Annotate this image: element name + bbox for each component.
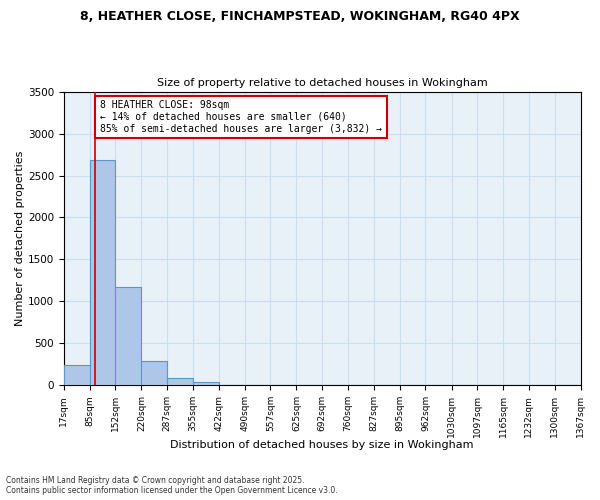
Bar — [142, 361, 167, 386]
Text: 8, HEATHER CLOSE, FINCHAMPSTEAD, WOKINGHAM, RG40 4PX: 8, HEATHER CLOSE, FINCHAMPSTEAD, WOKINGH… — [80, 10, 520, 23]
Bar — [115, 287, 142, 386]
Bar — [90, 160, 115, 386]
Text: Contains HM Land Registry data © Crown copyright and database right 2025.
Contai: Contains HM Land Registry data © Crown c… — [6, 476, 338, 495]
Title: Size of property relative to detached houses in Wokingham: Size of property relative to detached ho… — [157, 78, 487, 88]
X-axis label: Distribution of detached houses by size in Wokingham: Distribution of detached houses by size … — [170, 440, 474, 450]
Bar — [167, 378, 193, 386]
Bar — [193, 382, 219, 386]
Bar — [64, 365, 90, 386]
Y-axis label: Number of detached properties: Number of detached properties — [15, 151, 25, 326]
Text: 8 HEATHER CLOSE: 98sqm
← 14% of detached houses are smaller (640)
85% of semi-de: 8 HEATHER CLOSE: 98sqm ← 14% of detached… — [100, 100, 382, 134]
